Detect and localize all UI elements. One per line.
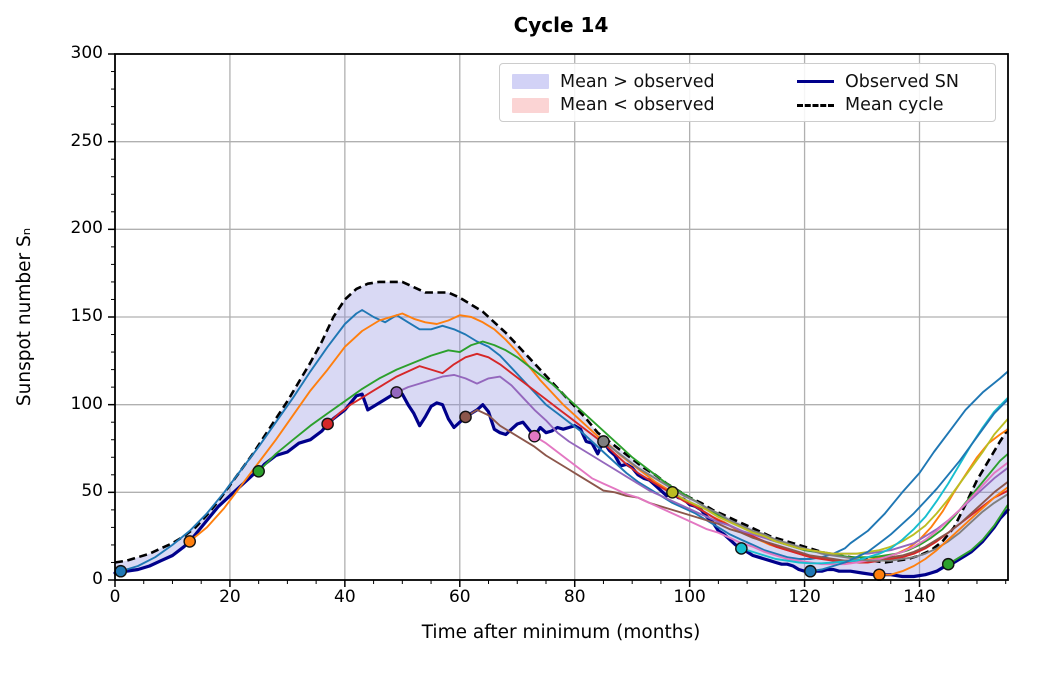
legend-label: Observed SN xyxy=(845,71,959,92)
mean-lt-observed-swatch xyxy=(512,97,549,113)
prediction-start-marker xyxy=(183,535,197,548)
prediction-month-73-line xyxy=(534,435,1009,566)
x-tick-label: 100 xyxy=(673,587,706,607)
x-tick-label: 20 xyxy=(219,587,241,607)
x-axis-label: Time after minimum (months) xyxy=(421,622,701,643)
prediction-start-marker xyxy=(321,417,334,431)
x-tick-label: 120 xyxy=(788,587,821,607)
prediction-month-97-line xyxy=(671,418,1009,555)
x-tick-label: 0 xyxy=(109,587,121,607)
mean-gt-observed-swatch xyxy=(512,74,549,90)
legend-box: Mean > observed Mean < observed Observed… xyxy=(499,63,996,122)
prediction-month-121-line xyxy=(810,398,1009,573)
legend-item-mean-gt-observed: Mean > observed xyxy=(512,70,797,94)
legend-label: Mean cycle xyxy=(845,95,944,116)
legend-item-observed-sn: Observed SN xyxy=(797,70,983,94)
legend-item-mean-cycle: Mean cycle xyxy=(797,94,983,118)
y-tick-label: 150 xyxy=(70,306,103,326)
prediction-start-marker xyxy=(666,486,679,499)
legend-column-fills: Mean > observed Mean < observed xyxy=(512,70,797,117)
prediction-start-marker xyxy=(528,429,541,443)
prediction-month-61-line xyxy=(465,408,1009,562)
x-tick-label: 140 xyxy=(903,587,936,607)
x-tick-label: 80 xyxy=(563,587,586,607)
legend-item-mean-lt-observed: Mean < observed xyxy=(512,94,797,118)
prediction-month-145-line xyxy=(947,504,1009,566)
prediction-start-marker xyxy=(735,542,748,555)
y-tick-label: 200 xyxy=(70,218,103,239)
chart-title: Cycle 14 xyxy=(513,13,609,37)
x-tick-label: 40 xyxy=(334,587,356,607)
mean-cycle-dash-swatch xyxy=(797,103,834,107)
legend-label: Mean > observed xyxy=(560,71,715,92)
prediction-start-marker xyxy=(941,557,955,571)
prediction-month-1-line xyxy=(120,309,1009,573)
prediction-month-49-line xyxy=(396,373,1009,555)
prediction-start-marker xyxy=(804,564,817,578)
x-tick-label: 60 xyxy=(448,587,471,607)
y-tick-label: 250 xyxy=(70,130,103,151)
y-tick-label: 300 xyxy=(70,43,103,63)
prediction-month-109-line xyxy=(741,397,1009,565)
y-tick-label: 100 xyxy=(70,393,103,414)
observed-sn-line-swatch xyxy=(797,80,834,84)
prediction-month-133-line xyxy=(879,486,1009,576)
prediction-start-marker xyxy=(114,564,128,578)
y-tick-label: 0 xyxy=(92,569,103,589)
prediction-start-marker xyxy=(872,568,886,582)
prediction-start-marker xyxy=(597,435,610,448)
prediction-start-marker xyxy=(390,386,403,399)
prediction-start-marker xyxy=(252,464,265,478)
legend-column-lines: Observed SN Mean cycle xyxy=(797,70,983,117)
y-tick-label: 50 xyxy=(81,481,103,502)
prediction-start-marker xyxy=(459,410,472,424)
legend-label: Mean < observed xyxy=(560,95,715,116)
